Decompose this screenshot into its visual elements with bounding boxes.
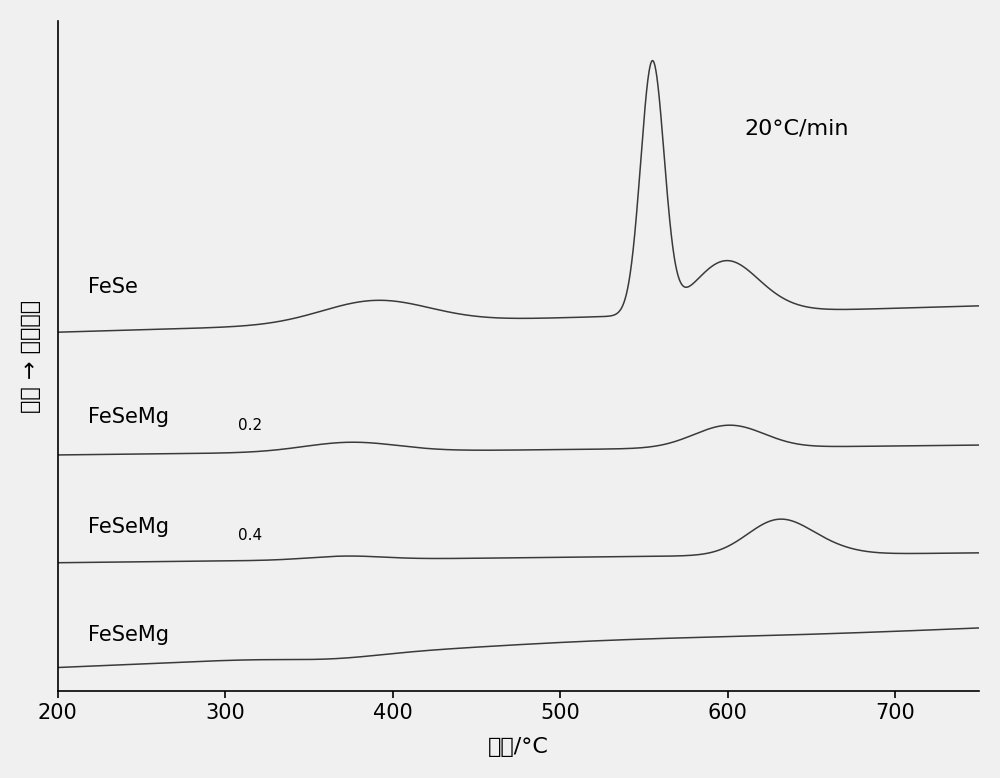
Text: FeSeMg: FeSeMg <box>88 407 169 427</box>
Text: FeSeMg: FeSeMg <box>88 517 169 537</box>
Y-axis label: 热流 → 放热方向: 热流 → 放热方向 <box>21 300 41 412</box>
Text: 20°C/min: 20°C/min <box>745 118 849 138</box>
Text: 0.2: 0.2 <box>238 418 263 433</box>
Text: FeSe: FeSe <box>88 277 138 297</box>
Text: FeSeMg: FeSeMg <box>88 625 169 645</box>
X-axis label: 温度/°C: 温度/°C <box>488 738 549 757</box>
Text: 0.4: 0.4 <box>238 527 263 543</box>
